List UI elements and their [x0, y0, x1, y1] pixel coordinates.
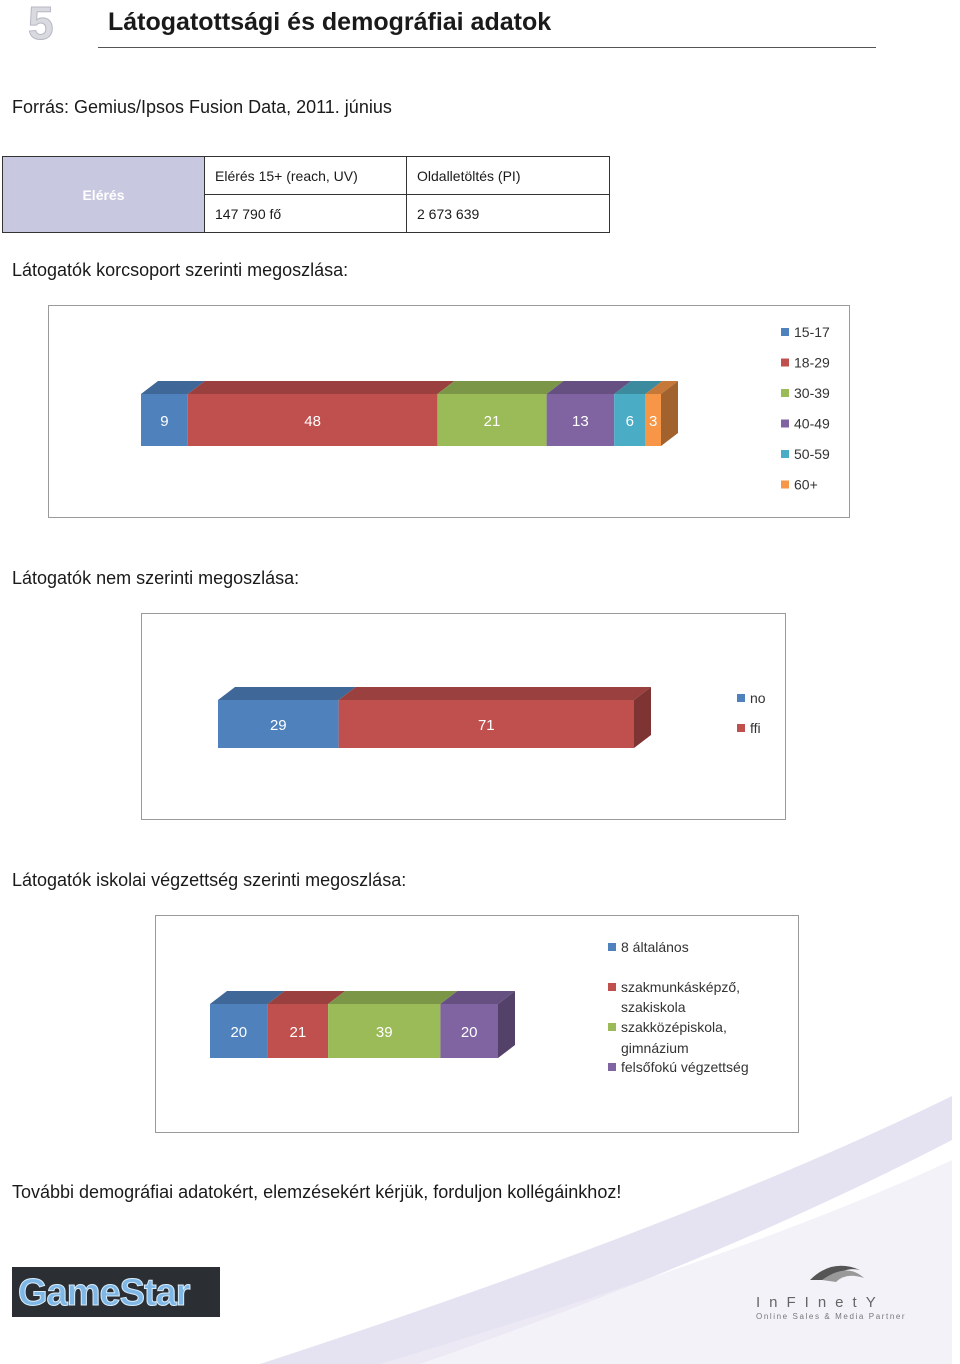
legend-marker-30-39	[781, 389, 789, 397]
bar-segment-fels-fok-v-gzetts-g	[440, 1004, 498, 1058]
legend-label-szakmunk-sk-pz-szakiskola: szakmunkásképző, szakiskola	[621, 979, 740, 1015]
data-label-40-49: 13	[572, 413, 589, 430]
section-number: 5	[28, 0, 55, 49]
age-chart: 9 48 21 13 6 3 15-17 18-29 30-39 40-49 50-59 60+	[141, 324, 830, 493]
legend-label-szakk-z-piskola-gimn-zium: szakközépiskola, gimnázium	[621, 1019, 727, 1056]
infinety-logo: InFInetY Online Sales & Media Partner	[752, 1258, 927, 1328]
legend-marker-fels-fok-v-gzetts-g	[608, 1063, 616, 1071]
reach-col1-header: Elérés 15+ (reach, UV)	[204, 156, 407, 195]
bar-segment-40-49	[546, 394, 615, 446]
data-label-ffi: 71	[478, 717, 495, 734]
source-text: Forrás: Gemius/Ipsos Fusion Data, 2011. …	[12, 97, 392, 117]
bar-top-18-29	[187, 381, 455, 394]
title-divider	[98, 47, 876, 48]
legend-label-50-59: 50-59	[794, 446, 830, 462]
legend-marker-50-59	[781, 450, 789, 458]
age-chart-frame: 9 48 21 13 6 3 15-17 18-29 30-39 40-49 50-59 60+	[48, 305, 850, 518]
reach-col2-value: 2 673 639	[406, 194, 610, 233]
bar-top-szakmunk-sk-pz-szakiskola	[267, 991, 346, 1004]
data-label-50-59: 6	[626, 413, 634, 430]
bar-top-ffi	[338, 687, 651, 700]
bar-top-8-ltal-nos	[210, 991, 285, 1004]
data-label-fels-fok-v-gzetts-g: 20	[461, 1024, 478, 1041]
bar-top-30-39	[437, 381, 564, 394]
bar-segment-30-39	[437, 394, 547, 446]
gender-heading: Látogatók nem szerinti megoszlása:	[12, 568, 300, 588]
reach-col2-header: Oldalletöltés (PI)	[406, 156, 610, 195]
infinety-tagline: Online Sales & Media Partner	[756, 1312, 906, 1321]
bar-segment-50-59	[614, 394, 646, 446]
footer-text: További demográfiai adatokért, elemzések…	[12, 1182, 622, 1202]
gender-chart: 29 71 no ffi	[218, 687, 766, 748]
legend-marker-60	[781, 480, 789, 489]
bar-side-face	[498, 991, 515, 1058]
legend-label-no: no	[750, 690, 766, 706]
data-label-8-ltal-nos: 20	[230, 1024, 247, 1041]
legend-label-fels-fok-v-gzetts-g: felsőfokú végzettség	[621, 1059, 749, 1075]
gamestar-logo-text: GameStar	[18, 1272, 191, 1314]
bar-segment-15-17	[141, 394, 188, 446]
legend-label-40-49: 40-49	[794, 416, 830, 432]
bar-top-no	[218, 687, 356, 700]
legend-marker-18-29	[781, 358, 789, 367]
data-label-30-39: 21	[484, 413, 501, 430]
legend-marker-ffi	[737, 724, 745, 732]
legend-label-15-17: 15-17	[794, 324, 830, 340]
bar-top-szakk-z-piskola-gimn-zium	[328, 991, 458, 1004]
legend-label-30-39: 30-39	[794, 385, 830, 401]
data-label-szakmunk-sk-pz-szakiskola: 21	[289, 1024, 306, 1041]
gamestar-logo: GameStar	[12, 1267, 220, 1317]
data-label-60: 3	[649, 413, 657, 430]
bar-side-face	[661, 381, 678, 446]
bar-segment-szakmunk-sk-pz-szakiskola	[267, 1004, 329, 1058]
legend-marker-szakmunk-sk-pz-szakiskola	[608, 983, 616, 991]
legend-marker-40-49	[781, 419, 789, 428]
bar-top-fels-fok-v-gzetts-g	[440, 991, 515, 1004]
reach-table: Elérés Elérés 15+ (reach, UV) Oldalletöl…	[2, 156, 610, 233]
bar-segment-18-29	[187, 394, 438, 446]
legend-label-60: 60+	[794, 477, 818, 493]
bar-top-40-49	[546, 381, 632, 394]
data-label-no: 29	[270, 717, 287, 734]
bar-top-15-17	[141, 381, 205, 394]
bar-segment-8-ltal-nos	[210, 1004, 268, 1058]
legend-marker-8-ltal-nos	[608, 943, 616, 951]
legend-marker-szakk-z-piskola-gimn-zium	[608, 1023, 616, 1031]
data-label-szakk-z-piskola-gimn-zium: 39	[376, 1024, 393, 1041]
education-heading: Látogatók iskolai végzettség szerinti me…	[12, 870, 407, 890]
legend-label-ffi: ffi	[750, 720, 761, 736]
gender-chart-frame: 29 71 no ffi	[141, 613, 786, 820]
bar-top-50-59	[614, 381, 663, 394]
bar-segment-ffi	[338, 700, 634, 748]
data-label-15-17: 9	[160, 413, 168, 430]
legend-marker-no	[737, 694, 745, 702]
education-chart-frame: 20 21 39 20 8 általános szakmunkásképző, szaki…	[155, 915, 799, 1133]
page-title: Látogatottsági és demográfiai adatok	[108, 8, 552, 36]
reach-row-label: Elérés	[2, 156, 205, 233]
bar-top-60	[645, 381, 678, 394]
bar-segment-szakk-z-piskola-gimn-zium	[328, 1004, 441, 1058]
legend-label-8-ltal-nos: 8 általános	[621, 939, 689, 955]
bar-segment-60	[645, 394, 661, 446]
legend-label-18-29: 18-29	[794, 355, 830, 371]
infinety-logo-text: InFInetY	[756, 1294, 885, 1311]
education-chart: 20 21 39 20 8 általános szakmunkásképző, szaki…	[210, 939, 749, 1075]
reach-col1-value: 147 790 fő	[204, 194, 407, 233]
bar-side-face	[634, 687, 651, 748]
data-label-18-29: 48	[304, 413, 321, 430]
legend-marker-15-17	[781, 328, 789, 336]
age-heading: Látogatók korcsoport szerinti megoszlása…	[12, 260, 349, 280]
bar-segment-no	[218, 700, 339, 748]
